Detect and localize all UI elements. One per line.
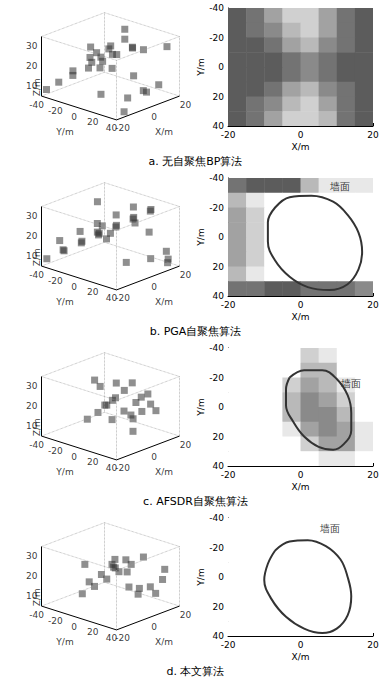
svg-text:20: 20 <box>367 470 379 480</box>
svg-text:40: 40 <box>212 631 224 641</box>
svg-text:0: 0 <box>71 622 77 632</box>
svg-text:20: 20 <box>367 640 379 650</box>
svg-text:X/m: X/m <box>292 652 310 662</box>
svg-text:0: 0 <box>151 282 157 292</box>
svg-text:Z/m: Z/m <box>32 248 42 266</box>
svg-text:-20: -20 <box>209 373 224 383</box>
svg-text:Y/m: Y/m <box>55 297 73 307</box>
svg-text:0: 0 <box>218 402 224 412</box>
svg-text:a. 无自聚焦BP算法: a. 无自聚焦BP算法 <box>149 155 243 168</box>
svg-text:20: 20 <box>26 231 38 241</box>
svg-text:X/m: X/m <box>292 482 310 492</box>
svg-text:Y/m: Y/m <box>196 398 206 416</box>
svg-text:40: 40 <box>212 461 224 471</box>
svg-text:20: 20 <box>180 100 192 110</box>
svg-text:20: 20 <box>87 287 99 297</box>
svg-text:-20: -20 <box>221 130 236 140</box>
svg-text:20: 20 <box>87 117 99 127</box>
svg-text:-40: -40 <box>29 100 44 110</box>
svg-text:30: 30 <box>26 41 38 51</box>
svg-text:-20: -20 <box>115 633 130 643</box>
svg-text:-20: -20 <box>48 106 63 116</box>
svg-text:0: 0 <box>71 282 77 292</box>
svg-text:墙面: 墙面 <box>341 377 362 389</box>
svg-text:Y/m: Y/m <box>196 568 206 586</box>
svg-text:X/m: X/m <box>155 127 173 137</box>
svg-text:0: 0 <box>298 640 304 650</box>
svg-text:40: 40 <box>212 291 224 301</box>
svg-text:X/m: X/m <box>155 467 173 477</box>
svg-text:X/m: X/m <box>292 312 310 322</box>
svg-text:40: 40 <box>105 293 118 304</box>
svg-text:d. 本文算法: d. 本文算法 <box>167 665 225 678</box>
svg-text:20: 20 <box>213 92 225 102</box>
svg-text:20: 20 <box>180 440 192 450</box>
svg-text:Y/m: Y/m <box>55 637 73 647</box>
svg-text:0: 0 <box>71 452 77 462</box>
svg-text:20: 20 <box>180 610 192 620</box>
svg-text:-40: -40 <box>29 610 44 620</box>
svg-text:20: 20 <box>213 262 225 272</box>
svg-text:-20: -20 <box>221 470 236 480</box>
svg-text:0: 0 <box>218 232 224 242</box>
svg-text:20: 20 <box>87 457 99 467</box>
svg-text:X/m: X/m <box>155 297 173 307</box>
svg-text:30: 30 <box>26 551 38 561</box>
svg-text:20: 20 <box>213 602 225 612</box>
svg-text:40: 40 <box>212 121 224 131</box>
svg-text:20: 20 <box>213 432 225 442</box>
svg-text:X/m: X/m <box>292 142 310 152</box>
svg-text:-20: -20 <box>209 33 224 43</box>
svg-text:0: 0 <box>151 112 157 122</box>
svg-text:0: 0 <box>151 452 157 462</box>
svg-text:-40: -40 <box>209 343 224 353</box>
svg-text:-20: -20 <box>115 123 130 133</box>
svg-text:Z/m: Z/m <box>32 588 42 606</box>
svg-text:-20: -20 <box>115 463 130 473</box>
svg-text:0: 0 <box>298 300 304 310</box>
svg-text:-20: -20 <box>115 293 130 303</box>
svg-text:20: 20 <box>367 300 379 310</box>
svg-text:-20: -20 <box>221 300 236 310</box>
svg-text:-40: -40 <box>29 270 44 280</box>
svg-text:20: 20 <box>26 571 38 581</box>
svg-text:c. AFSDR自聚焦算法: c. AFSDR自聚焦算法 <box>143 495 248 508</box>
svg-text:0: 0 <box>151 622 157 632</box>
svg-text:0: 0 <box>298 470 304 480</box>
svg-text:30: 30 <box>26 381 38 391</box>
svg-text:20: 20 <box>26 401 38 411</box>
svg-text:Y/m: Y/m <box>55 467 73 477</box>
svg-text:Z/m: Z/m <box>32 78 42 96</box>
svg-text:-40: -40 <box>209 513 224 523</box>
svg-text:-40: -40 <box>209 3 224 13</box>
svg-text:-40: -40 <box>29 440 44 450</box>
svg-text:0: 0 <box>71 112 77 122</box>
svg-text:0: 0 <box>218 62 224 72</box>
svg-text:b. PGA自聚焦算法: b. PGA自聚焦算法 <box>150 325 242 338</box>
svg-text:30: 30 <box>26 211 38 221</box>
svg-text:0: 0 <box>218 572 224 582</box>
svg-text:40: 40 <box>105 123 118 134</box>
svg-text:20: 20 <box>87 627 99 637</box>
svg-text:Z/m: Z/m <box>32 418 42 436</box>
svg-text:40: 40 <box>105 463 118 474</box>
svg-text:-20: -20 <box>221 640 236 650</box>
svg-text:0: 0 <box>298 130 304 140</box>
svg-text:-20: -20 <box>48 616 63 626</box>
svg-text:-20: -20 <box>209 543 224 553</box>
svg-text:-20: -20 <box>48 446 63 456</box>
svg-text:20: 20 <box>180 270 192 280</box>
svg-text:-20: -20 <box>209 203 224 213</box>
svg-text:Y/m: Y/m <box>196 58 206 76</box>
svg-text:20: 20 <box>367 130 379 140</box>
svg-text:-20: -20 <box>48 276 63 286</box>
svg-text:20: 20 <box>26 61 38 71</box>
svg-text:墙面: 墙面 <box>329 181 350 192</box>
svg-text:墙面: 墙面 <box>319 523 340 534</box>
svg-text:X/m: X/m <box>155 637 173 647</box>
svg-text:Y/m: Y/m <box>55 127 73 137</box>
svg-text:40: 40 <box>105 633 118 644</box>
svg-text:-40: -40 <box>209 173 224 183</box>
svg-text:Y/m: Y/m <box>196 228 206 246</box>
